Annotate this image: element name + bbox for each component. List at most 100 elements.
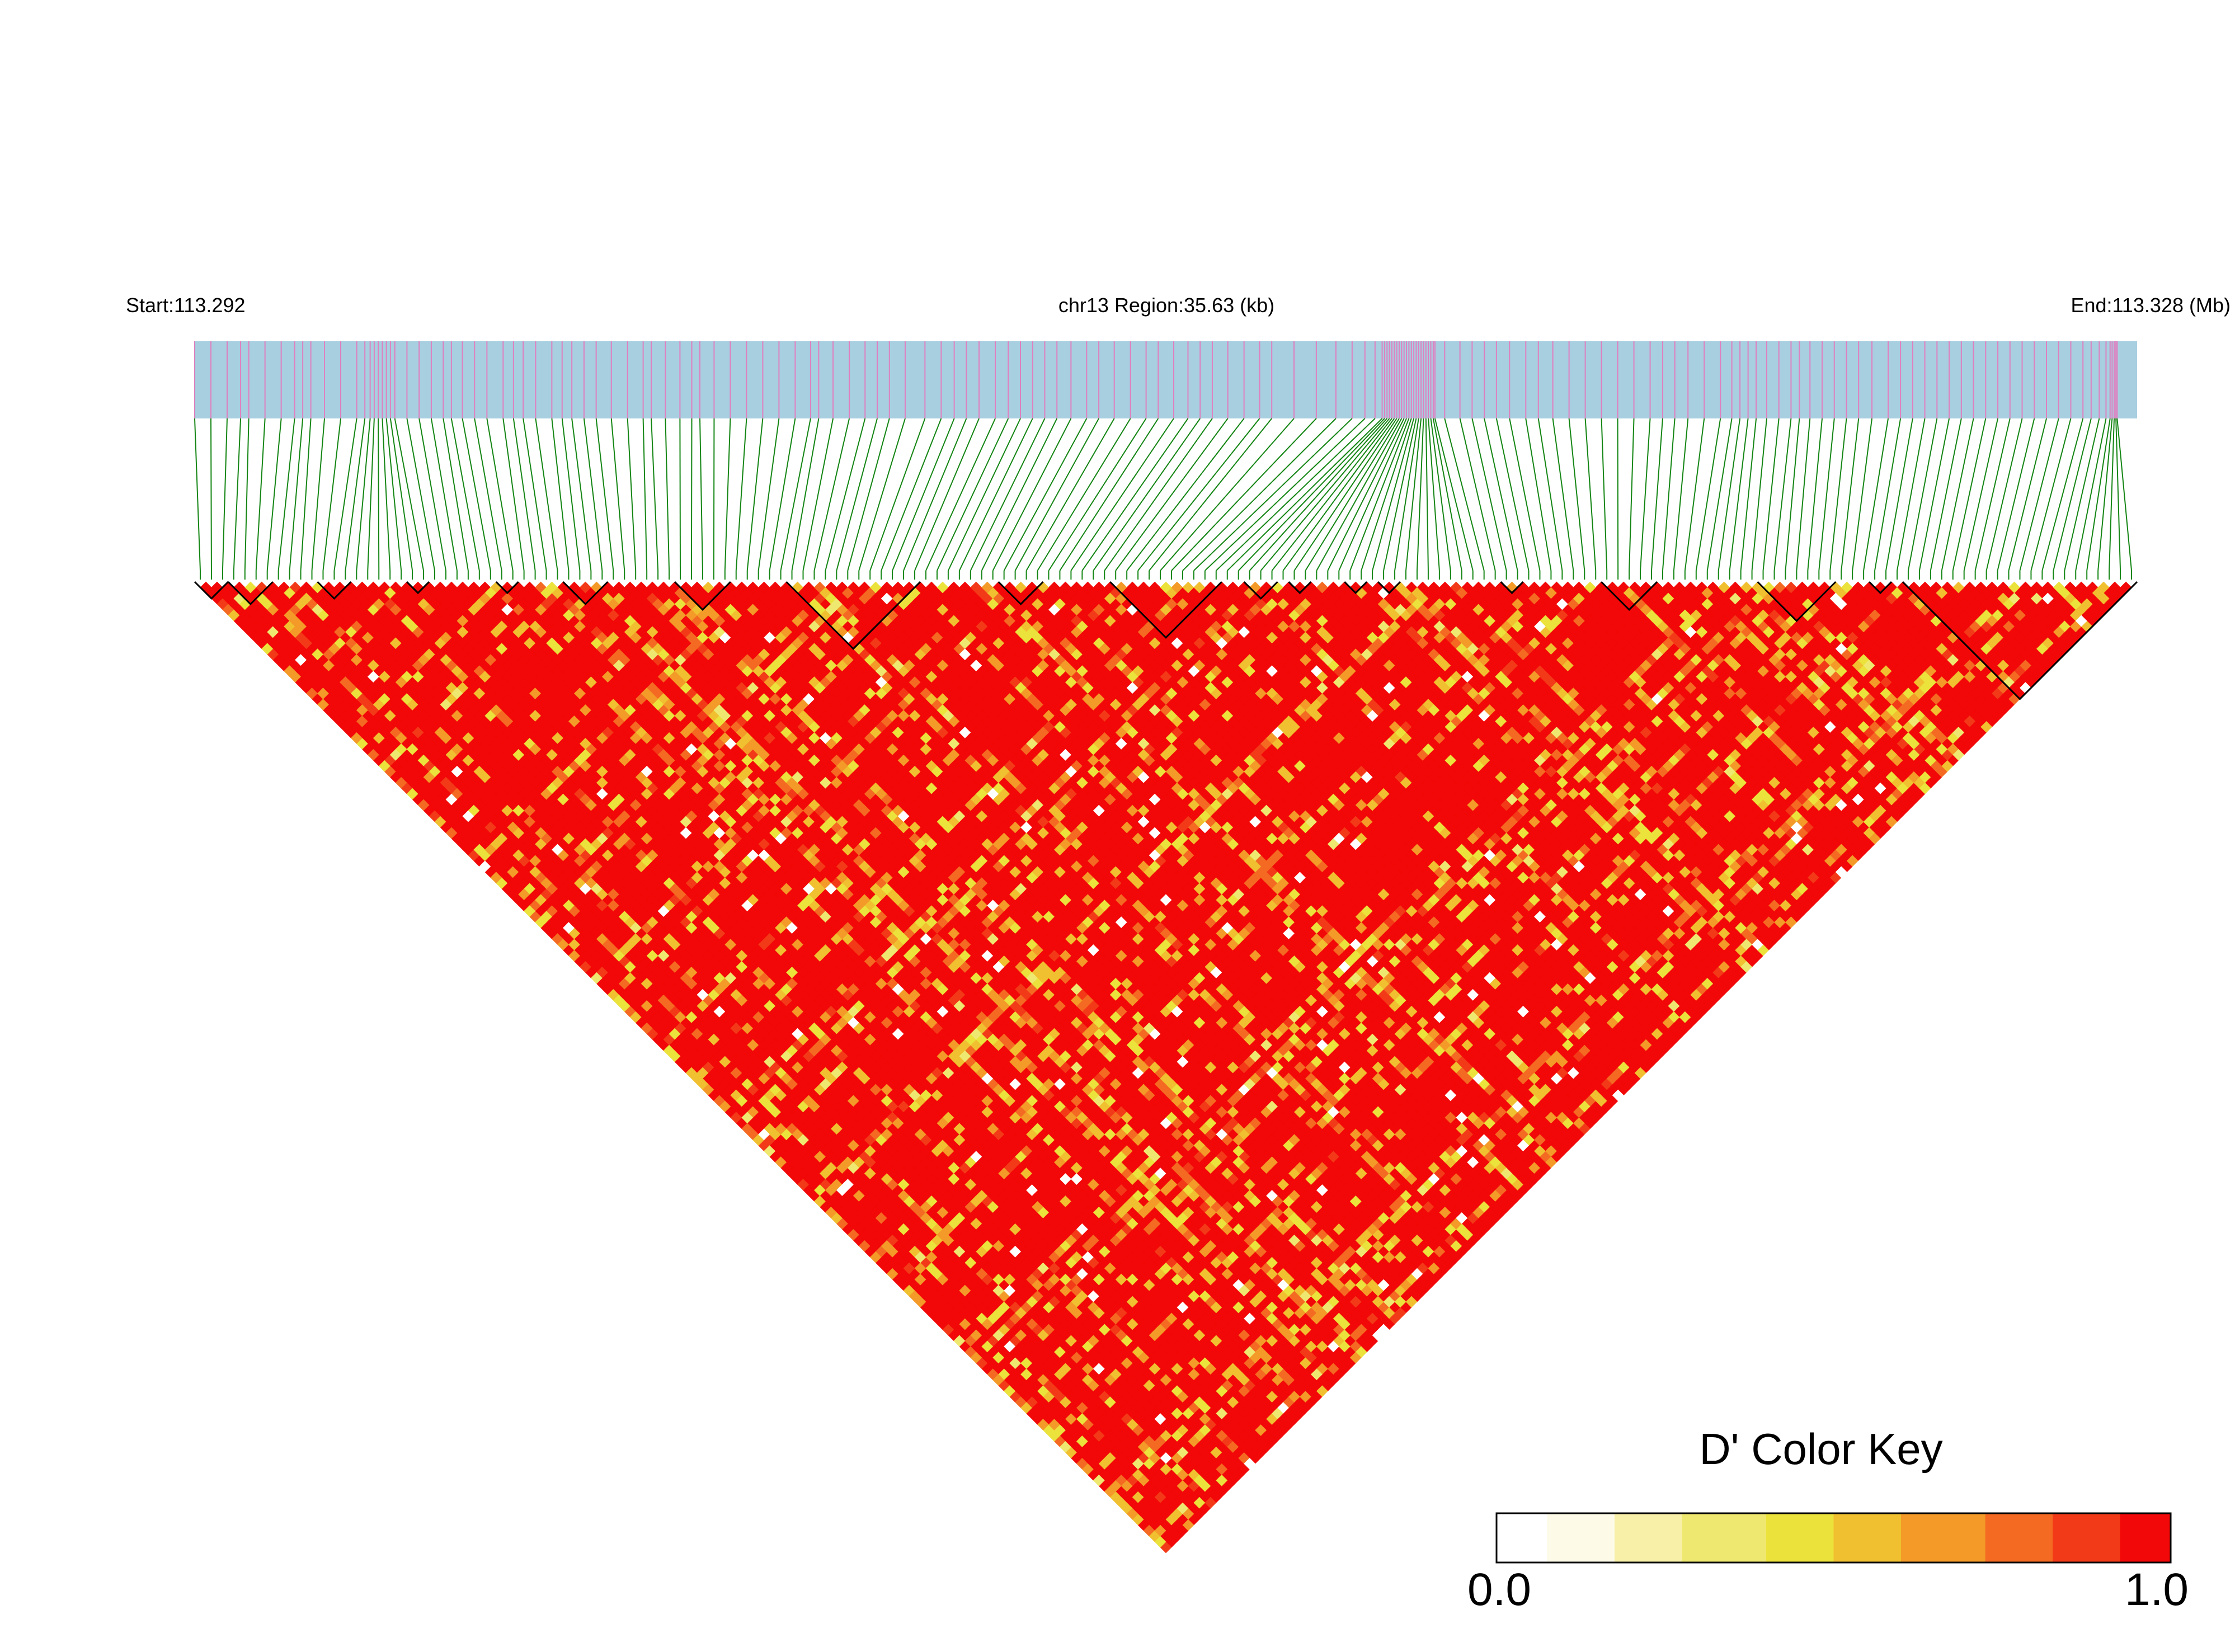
snp-connector [382,418,391,571]
snp-connector [2109,418,2115,571]
snp-connector [970,418,1046,571]
haplotype-block [495,581,519,595]
color-key-segment [2086,1513,2104,1562]
color-key-segment [1648,1513,1666,1562]
snp-connector [1361,418,1412,571]
haplotype-block [1500,581,1524,595]
haplotype-block [1109,581,1222,639]
color-key [1495,1512,2172,1564]
snp-connector [1160,418,1295,571]
snp-connector [194,418,201,571]
ld-cell-group [200,581,2132,1548]
snp-connector [1852,418,1873,571]
color-key-segment [1901,1513,1919,1562]
snp-connector [300,418,312,571]
snp-connector [1584,418,1597,571]
color-key-segment [1497,1513,1514,1562]
color-key-segment [1800,1513,1818,1562]
snp-connector [1785,418,1800,571]
snp-connector [914,418,980,571]
snp-connector [1729,418,1749,571]
snp-connector [1372,418,1415,571]
snp-connector [1640,418,1651,571]
snp-connector [486,418,514,571]
color-key-segment [1513,1513,1531,1562]
snp-connector [981,418,1058,571]
snp-connector [791,418,820,571]
snp-connector [233,418,242,571]
snp-connector [333,418,357,571]
ld-cell-group [295,587,2087,1470]
snp-connector [1963,418,1999,571]
color-key-segment [1631,1513,1649,1562]
snp-connector [1025,418,1115,571]
color-key-segment [1817,1513,1834,1562]
snp-connector [2053,418,2092,571]
color-key-segment [1530,1513,1548,1562]
snp-connector [1484,418,1518,571]
snp-connector [1327,418,1405,571]
snp-connector [992,418,1072,571]
snp-connector [1137,418,1260,571]
haplotype-block [1288,581,1312,595]
color-key-segment [1766,1513,1784,1562]
haplotype-block [317,581,352,600]
snp-connector [627,418,637,571]
snp-connector [1316,418,1403,571]
snp-connector [825,418,866,571]
snp-connector [1525,418,1552,571]
snp-connector [394,418,425,571]
snp-connector [289,418,304,571]
color-key-segment [2103,1513,2121,1562]
snp-connector [1537,418,1563,571]
snp-connector [1552,418,1574,571]
snp-connector [1444,418,1485,571]
snp-connector [735,418,747,571]
haplotype-block [227,581,274,606]
snp-connector [2115,418,2121,571]
snp-connector [847,418,890,571]
haplotype-block [1601,581,1658,611]
snp-connector [1182,418,1337,571]
snp-connector [1695,418,1721,571]
region-start-label: Start:113.292 [126,294,246,317]
snp-connector [571,418,592,571]
snp-connector [665,418,670,571]
color-key-segment [2120,1513,2138,1562]
snp-connector [769,418,796,571]
haplotype-block [1377,581,1401,595]
color-key-segment [1698,1513,1716,1562]
snp-connector [1874,418,1902,571]
color-key-segment [1783,1513,1801,1562]
snp-connector [1349,418,1410,571]
snp-connector [1227,418,1383,571]
snp-connector [858,418,906,571]
color-key-segment [1597,1513,1615,1562]
color-key-segment [1749,1513,1767,1562]
snp-connector [2008,418,2047,571]
snp-connector [2041,418,2084,571]
snp-connector [1907,418,1938,571]
snp-connector [2030,418,2072,571]
snp-connector [2116,418,2133,571]
snp-connector [1014,418,1099,571]
haplotype-block [1344,581,1368,595]
snp-connector [1662,418,1676,571]
snp-connector [651,418,659,571]
haplotype-block [997,581,1044,606]
snp-connector [1601,418,1608,571]
snp-connector [583,418,603,571]
snp-connector [757,418,780,571]
haplotype-block [562,581,609,606]
snp-connector [947,418,1021,571]
snp-connector [367,418,375,571]
snp-connector [802,418,834,571]
color-key-segment [1968,1513,1986,1562]
snp-connector [406,418,435,571]
snp-connector [450,418,480,571]
color-key-max-label: 1.0 [2125,1564,2189,1615]
snp-connector [780,418,811,571]
snp-connector [1718,418,1741,571]
snp-connector [1918,418,1950,571]
ld-cell-group [267,581,2082,1537]
